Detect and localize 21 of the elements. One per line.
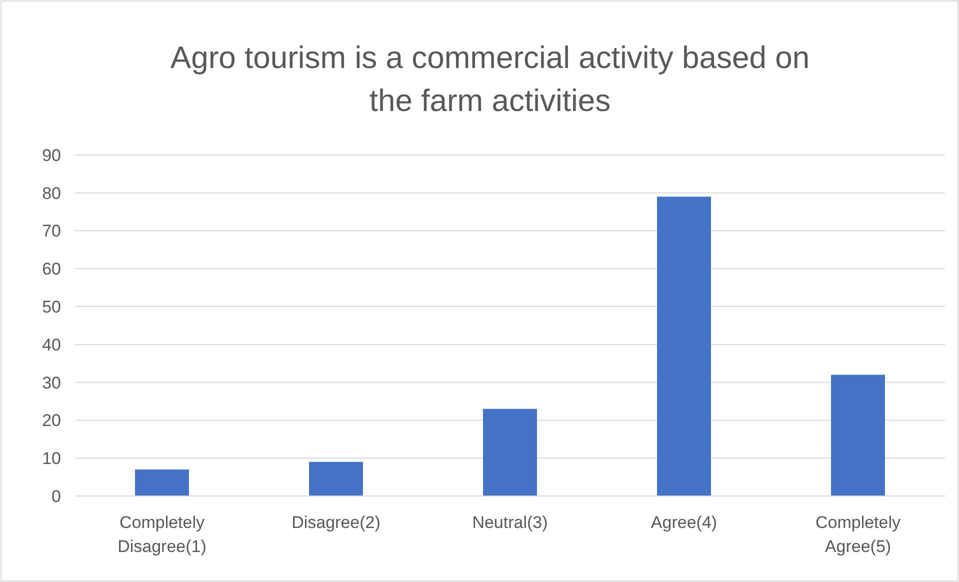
bar [657, 196, 711, 496]
x-tick-label: Agree(4) [650, 513, 718, 532]
x-tick-label: Completely Disagree(1) [118, 513, 206, 556]
bar [831, 374, 885, 496]
bar [483, 408, 537, 496]
y-tick-label: 40 [42, 335, 61, 354]
y-tick-label: 70 [42, 222, 61, 241]
y-tick-label: 10 [42, 449, 61, 468]
y-tick-label: 80 [42, 184, 61, 203]
x-tick-label: Disagree(2) [292, 513, 380, 532]
y-tick-label: 90 [42, 146, 61, 165]
chart-title: Agro tourism is a commercial activity based on the farm activities [170, 40, 810, 118]
x-tick-label: Completely Agree(5) [815, 513, 902, 556]
y-tick-label: 30 [42, 373, 61, 392]
bar [135, 469, 189, 496]
bar [309, 462, 363, 496]
y-tick-label: 20 [42, 411, 61, 430]
x-tick-label: Neutral(3) [472, 513, 548, 532]
y-tick-label: 50 [42, 298, 61, 317]
y-tick-label: 60 [42, 260, 61, 279]
y-tick-label: 0 [52, 486, 61, 506]
